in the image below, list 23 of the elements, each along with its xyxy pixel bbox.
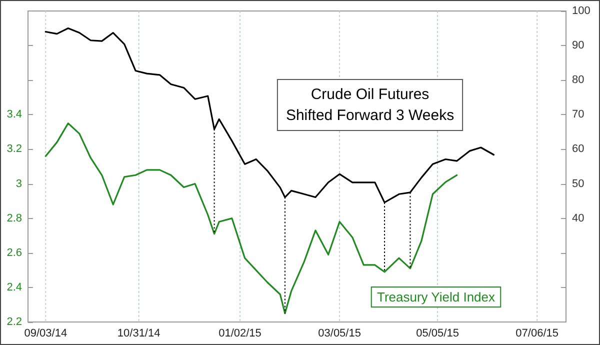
y2-tick-label: 40	[572, 212, 584, 224]
y2-tick-label: 80	[572, 74, 584, 86]
y-tick-label: 3.2	[6, 143, 22, 156]
y-tick-label: 2.2	[6, 316, 22, 328]
x-tick-label: 07/06/15	[516, 328, 559, 340]
x-tick-label: 10/31/14	[117, 328, 160, 340]
y2-tick-label: 100	[572, 5, 590, 17]
x-tick-label: 05/05/15	[416, 328, 459, 340]
y2-tick-label: 70	[572, 108, 584, 121]
x-tick-label: 09/03/14	[24, 328, 68, 340]
y-tick-label: 3	[16, 178, 22, 190]
line-series	[44, 122, 458, 314]
series-label: Treasury Yield Index	[376, 290, 496, 304]
y-tick-label: 3.4	[6, 108, 22, 121]
x-tick-label: 03/05/15	[318, 328, 361, 340]
y2-tick-label: 60	[572, 143, 584, 156]
y2-tick-label: 50	[572, 178, 584, 190]
y2-tick-label: 90	[572, 40, 584, 52]
y-tick-label: 2.4	[6, 281, 22, 294]
y-tick-label: 2.8	[6, 212, 22, 224]
y-tick-label: 2.6	[6, 246, 22, 259]
x-tick-label: 01/02/15	[218, 328, 262, 340]
text: Crude Oil Futures Shifted Forward 3 Weeks	[286, 86, 454, 124]
